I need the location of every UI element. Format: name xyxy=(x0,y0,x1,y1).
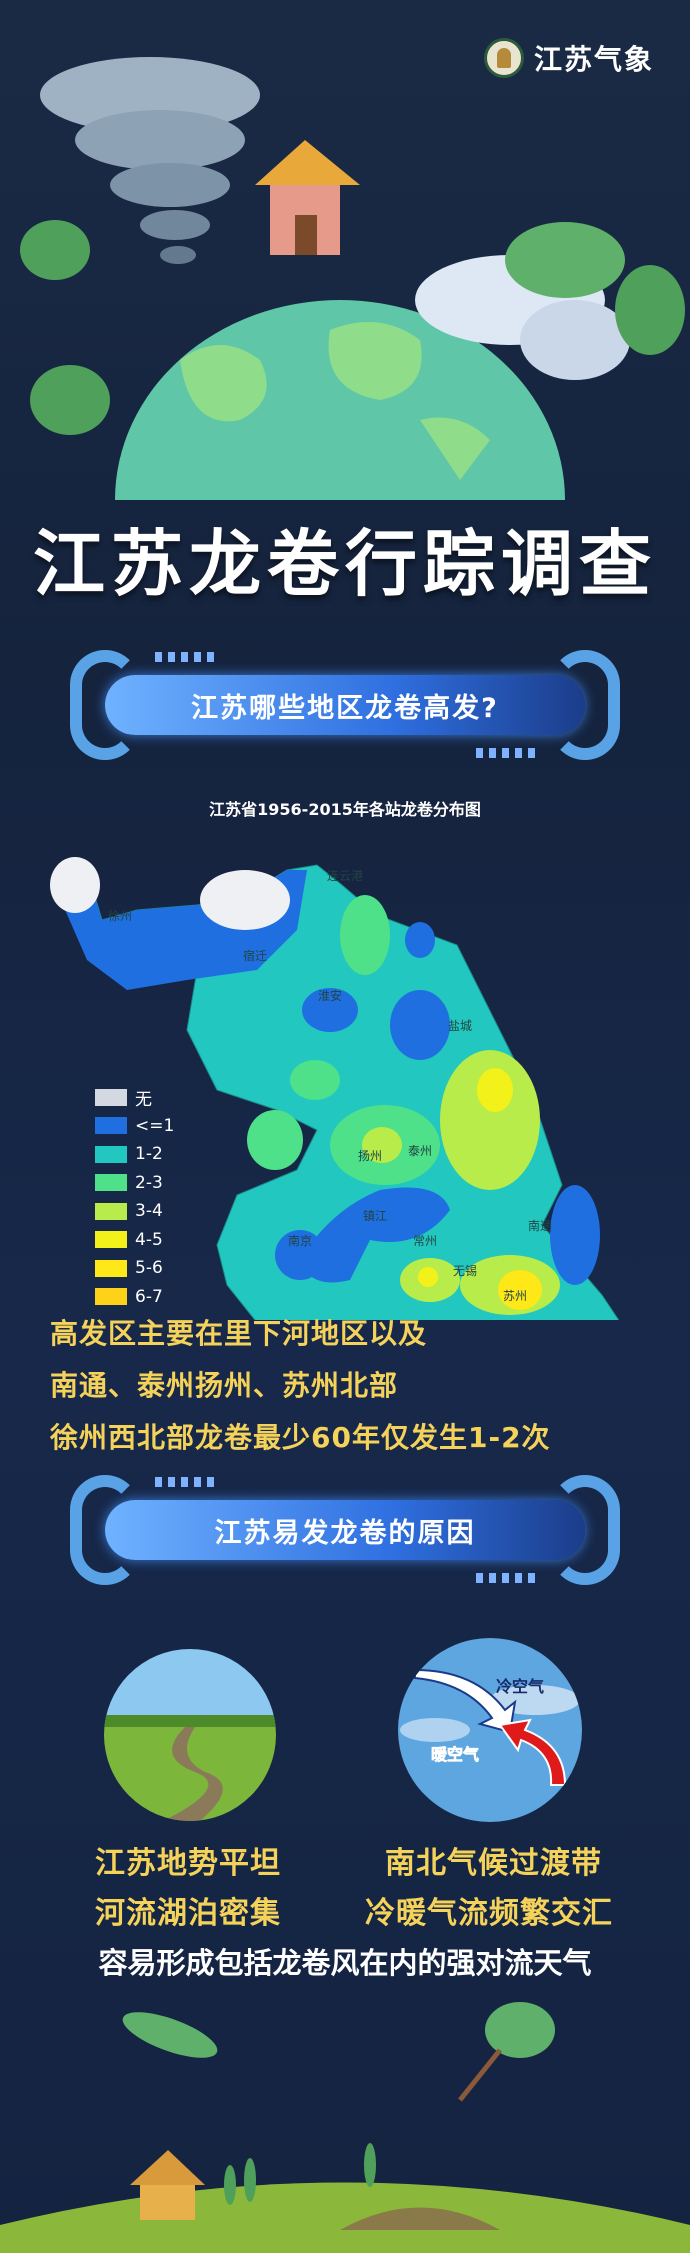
city-label: 泰州 xyxy=(408,1144,432,1158)
city-label: 苏州 xyxy=(503,1289,527,1303)
city-label: 宿迁 xyxy=(243,948,267,963)
city-label: 镇江 xyxy=(363,1209,387,1223)
legend-item: 3-4 xyxy=(95,1197,174,1226)
city-label: 盐城 xyxy=(448,1019,472,1033)
legend-swatch xyxy=(95,1259,127,1277)
no-tornado-area xyxy=(200,870,290,930)
tornado-illustration xyxy=(20,57,685,500)
reason-left-1: 江苏地势平坦 xyxy=(95,1846,281,1881)
city-label: 扬州 xyxy=(358,1148,382,1163)
page-title: 江苏龙卷行踪调查 xyxy=(32,522,657,606)
section-banner-1: 江苏哪些地区龙卷高发? xyxy=(70,650,620,760)
reason-left-2: 河流湖泊密集 xyxy=(95,1896,281,1931)
legend-swatch xyxy=(95,1202,127,1220)
city-label: 淮安 xyxy=(318,988,342,1003)
tornado xyxy=(40,57,260,264)
city-label: 徐州 xyxy=(108,908,132,923)
tree xyxy=(20,220,90,280)
note-line: 南通、泰州扬州、苏州北部 xyxy=(50,1369,399,1402)
legend-label: <=1 xyxy=(135,1115,175,1136)
seal-icon xyxy=(484,38,524,78)
section-banner-2: 江苏易发龙卷的原因 xyxy=(70,1475,620,1585)
legend-item: 5-6 xyxy=(95,1254,174,1283)
tree xyxy=(505,222,625,298)
legend-swatch xyxy=(95,1088,127,1106)
warm-air-label: 暖空气 xyxy=(431,1745,479,1764)
legend-item: 6-7 xyxy=(95,1283,174,1312)
section1-notes: 高发区主要在里下河地区以及 南通、泰州扬州、苏州北部 徐州西北部龙卷最少60年仅… xyxy=(50,1312,551,1468)
city-label: 无锡 xyxy=(453,1263,477,1278)
cold-air-label: 冷空气 xyxy=(496,1677,544,1696)
bottom-illustration xyxy=(0,2002,690,2253)
legend-item: 4-5 xyxy=(95,1226,174,1255)
ground xyxy=(0,2182,690,2253)
legend-label: 3-4 xyxy=(135,1201,163,1222)
section-heading: 江苏哪些地区龙卷高发? xyxy=(105,675,585,735)
jiangsu-province-shape xyxy=(51,864,620,1320)
brand-logo: 江苏气象 xyxy=(484,38,654,78)
legend-label: 4-5 xyxy=(135,1229,163,1250)
city-label: 连云港 xyxy=(327,868,363,883)
brand-name: 江苏气象 xyxy=(534,43,655,76)
leaf-icon xyxy=(122,2012,218,2058)
legend-label: 无 xyxy=(135,1089,152,1110)
no-tornado-area xyxy=(50,857,100,913)
legend-label: 6-7 xyxy=(135,1286,163,1307)
conclusion: 容易形成包括龙卷风在内的强对流天气 xyxy=(98,1946,592,1980)
warm-air-arrow-icon xyxy=(498,1718,567,1786)
legend-label: 2-3 xyxy=(135,1172,163,1193)
note-line: 徐州西北部龙卷最少60年仅发生1-2次 xyxy=(50,1421,551,1454)
legend-item: <=1 xyxy=(95,1112,174,1141)
hut xyxy=(140,2180,195,2220)
legend-item: 1-2 xyxy=(95,1140,174,1169)
tree xyxy=(30,365,110,435)
tree xyxy=(615,265,685,355)
map-title: 江苏省1956-2015年各站龙卷分布图 xyxy=(209,800,481,819)
legend-swatch xyxy=(95,1288,127,1306)
legend-swatch xyxy=(95,1117,127,1135)
air-mass-image: 冷空气 暖空气 xyxy=(398,1638,582,1822)
legend-swatch xyxy=(95,1174,127,1192)
section-heading: 江苏易发龙卷的原因 xyxy=(105,1500,585,1560)
map-legend: 无 <=1 1-2 2-3 3-4 4-5 5-6 6-7 xyxy=(95,1083,174,1311)
city-label: 南京 xyxy=(288,1233,312,1248)
tree-icon xyxy=(485,2002,555,2058)
legend-label: 1-2 xyxy=(135,1144,163,1165)
reason-right-2: 冷暖气流频繁交汇 xyxy=(365,1896,613,1931)
city-label: 南通 xyxy=(528,1218,552,1233)
legend-label: 5-6 xyxy=(135,1258,163,1279)
legend-item: 2-3 xyxy=(95,1169,174,1198)
city-label: 常州 xyxy=(413,1234,437,1248)
flat-terrain-image xyxy=(104,1649,276,1821)
reason-right-1: 南北气候过渡带 xyxy=(385,1846,602,1881)
note-line: 高发区主要在里下河地区以及 xyxy=(50,1317,428,1350)
legend-swatch xyxy=(95,1231,127,1249)
legend-item: 无 xyxy=(95,1083,174,1112)
house xyxy=(255,140,360,255)
legend-swatch xyxy=(95,1145,127,1163)
